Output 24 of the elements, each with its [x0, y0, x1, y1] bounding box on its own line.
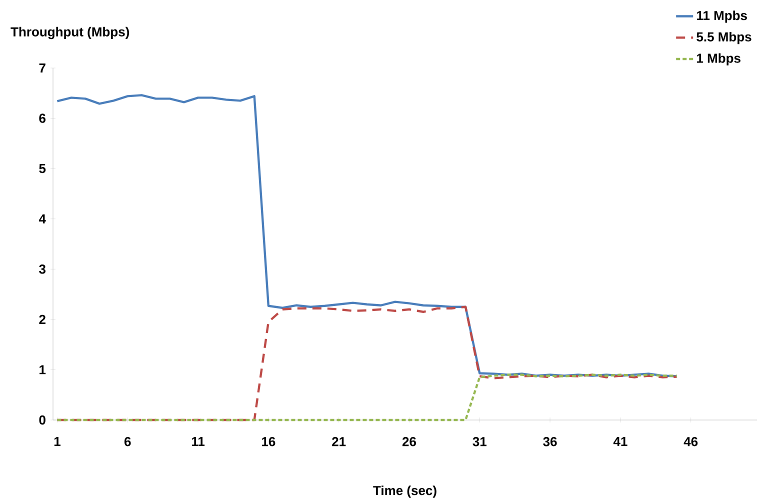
- y-tick-label: 1: [40, 365, 46, 374]
- x-tick-label: 1: [54, 437, 60, 446]
- x-tick-label: 16: [262, 437, 276, 446]
- x-tick-label: 11: [192, 437, 205, 446]
- x-tick-label: 36: [543, 437, 557, 446]
- x-axis-title: Time (sec): [373, 486, 436, 498]
- legend-label: 1 Mbps: [697, 53, 740, 66]
- line-series: [56, 94, 678, 378]
- y-tick-label: 3: [39, 264, 46, 274]
- x-tick-label: 41: [613, 437, 628, 446]
- legend-label: 5.5 Mbps: [696, 32, 752, 44]
- y-tick-label: 7: [39, 64, 46, 72]
- x-tick-label: 31: [472, 437, 486, 446]
- y-tick-label: 4: [38, 214, 46, 224]
- y-axis-title: Throughput (Mbps): [10, 26, 130, 40]
- y-tick-label: 6: [39, 114, 46, 123]
- x-tick-label: 46: [684, 437, 698, 446]
- y-tick-label: 0: [39, 415, 46, 425]
- legend-label: 11 Mpbs: [697, 10, 747, 23]
- x-tick-label: 26: [402, 437, 416, 446]
- y-tick-label: 5: [39, 164, 46, 174]
- y-tick-label: 2: [39, 314, 46, 324]
- x-tick-label: 21: [332, 437, 346, 446]
- x-tick-label: 6: [124, 437, 131, 446]
